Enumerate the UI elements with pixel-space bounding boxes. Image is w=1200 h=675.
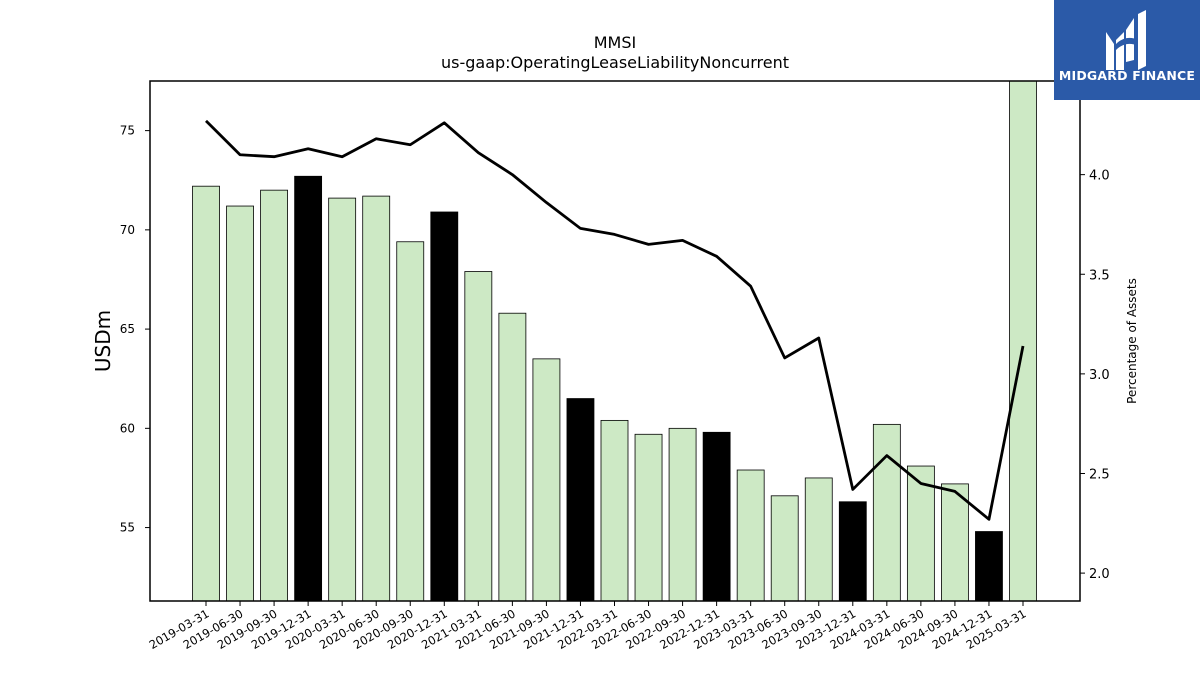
bar-2023-06-30 xyxy=(770,495,799,602)
y2-axis-label: Percentage of Assets xyxy=(1125,278,1139,404)
bars-group xyxy=(192,80,1037,602)
left-axis: 55 60 65 70 75 xyxy=(120,124,150,535)
chart-title: MMSI xyxy=(594,33,636,52)
bar-2024-09-30 xyxy=(941,483,969,602)
bar-2019-03-31 xyxy=(192,185,220,602)
y-tick-label: 55 xyxy=(120,521,135,535)
bar-2019-06-30 xyxy=(226,205,254,602)
bar-2020-09-30 xyxy=(396,241,425,602)
y2-tick-label: 2.0 xyxy=(1089,567,1110,582)
line-series-group xyxy=(205,119,1025,521)
bar-2021-03-31 xyxy=(464,271,493,602)
bar-2023-12-31 xyxy=(838,501,867,602)
bar-2020-06-30 xyxy=(362,195,391,602)
bar-2022-06-30 xyxy=(634,433,663,602)
bar-2020-03-31 xyxy=(328,197,357,602)
bar-2025-03-31 xyxy=(1009,80,1037,602)
y-tick-label: 60 xyxy=(120,421,135,435)
right-axis: 2.0 2.5 3.0 3.5 4.0 xyxy=(1080,169,1110,582)
bar-2024-03-31 xyxy=(872,423,901,602)
bar-2019-09-30 xyxy=(260,189,288,602)
percentage-line xyxy=(205,119,1025,521)
midgard-finance-logo: MIDGARD FINANCE xyxy=(1054,0,1200,100)
x-axis: 2019-03-312019-06-302019-09-302019-12-31… xyxy=(147,601,1029,652)
y-tick-label: 70 xyxy=(120,223,135,237)
bar-2021-06-30 xyxy=(498,312,527,602)
logo-text: MIDGARD FINANCE xyxy=(1058,68,1196,83)
bar-2020-12-31 xyxy=(430,211,459,602)
bar-2021-09-30 xyxy=(532,358,561,602)
y-axis-label: USDm xyxy=(91,310,115,372)
y2-tick-label: 3.5 xyxy=(1089,268,1110,283)
bar-2019-12-31 xyxy=(294,175,323,602)
midgard-logo-icon xyxy=(1106,10,1146,70)
y2-tick-label: 3.0 xyxy=(1089,368,1110,383)
bar-2022-09-30 xyxy=(668,427,697,602)
y-tick-label: 75 xyxy=(120,124,135,138)
y2-tick-label: 4.0 xyxy=(1089,169,1110,184)
chart-subtitle: us-gaap:OperatingLeaseLiabilityNoncurren… xyxy=(441,53,789,72)
bar-2022-03-31 xyxy=(600,419,629,602)
bar-2024-06-30 xyxy=(906,465,935,602)
bar-2024-12-31 xyxy=(975,531,1003,602)
bar-2022-12-31 xyxy=(702,431,731,602)
bar-2023-09-30 xyxy=(804,477,833,602)
y2-tick-label: 2.5 xyxy=(1089,467,1110,482)
y-tick-label: 65 xyxy=(120,322,135,336)
bar-2023-03-31 xyxy=(736,469,765,602)
bar-2021-12-31 xyxy=(566,398,595,602)
